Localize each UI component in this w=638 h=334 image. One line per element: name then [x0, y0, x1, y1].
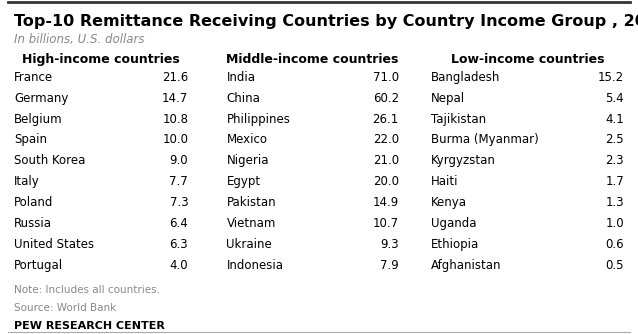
- Text: Source: World Bank: Source: World Bank: [14, 303, 116, 313]
- Text: High-income countries: High-income countries: [22, 53, 180, 66]
- Text: 1.7: 1.7: [605, 175, 624, 188]
- Text: Germany: Germany: [14, 92, 68, 105]
- Text: 7.3: 7.3: [170, 196, 188, 209]
- Text: 2.3: 2.3: [605, 154, 624, 167]
- Text: Kenya: Kenya: [431, 196, 466, 209]
- Text: Middle-income countries: Middle-income countries: [226, 53, 399, 66]
- Text: Mexico: Mexico: [226, 133, 267, 146]
- Text: Low-income countries: Low-income countries: [451, 53, 604, 66]
- Text: 21.6: 21.6: [162, 71, 188, 84]
- Text: South Korea: South Korea: [14, 154, 85, 167]
- Text: Pakistan: Pakistan: [226, 196, 276, 209]
- Text: Vietnam: Vietnam: [226, 217, 276, 230]
- Text: Ukraine: Ukraine: [226, 238, 272, 251]
- Text: 10.0: 10.0: [162, 133, 188, 146]
- Text: 0.5: 0.5: [605, 259, 624, 272]
- Text: Haiti: Haiti: [431, 175, 458, 188]
- Text: Bangladesh: Bangladesh: [431, 71, 500, 84]
- Text: Afghanistan: Afghanistan: [431, 259, 501, 272]
- Text: Belgium: Belgium: [14, 113, 63, 126]
- Text: Ethiopia: Ethiopia: [431, 238, 479, 251]
- Text: 10.8: 10.8: [162, 113, 188, 126]
- Text: 20.0: 20.0: [373, 175, 399, 188]
- Text: 26.1: 26.1: [373, 113, 399, 126]
- Text: 9.3: 9.3: [380, 238, 399, 251]
- Text: 4.0: 4.0: [170, 259, 188, 272]
- Text: India: India: [226, 71, 255, 84]
- Text: France: France: [14, 71, 53, 84]
- Text: In billions, U.S. dollars: In billions, U.S. dollars: [14, 33, 145, 46]
- Text: 60.2: 60.2: [373, 92, 399, 105]
- Text: 21.0: 21.0: [373, 154, 399, 167]
- Text: United States: United States: [14, 238, 94, 251]
- Text: Top-10 Remittance Receiving Countries by Country Income Group , 2013: Top-10 Remittance Receiving Countries by…: [14, 14, 638, 29]
- Text: Egypt: Egypt: [226, 175, 260, 188]
- Text: Note: Includes all countries.: Note: Includes all countries.: [14, 285, 160, 295]
- Text: 2.5: 2.5: [605, 133, 624, 146]
- Text: 1.3: 1.3: [605, 196, 624, 209]
- Text: Poland: Poland: [14, 196, 54, 209]
- Text: Italy: Italy: [14, 175, 40, 188]
- Text: Kyrgyzstan: Kyrgyzstan: [431, 154, 496, 167]
- Text: 1.0: 1.0: [605, 217, 624, 230]
- Text: 6.4: 6.4: [170, 217, 188, 230]
- Text: 14.9: 14.9: [373, 196, 399, 209]
- Text: Indonesia: Indonesia: [226, 259, 283, 272]
- Text: 7.7: 7.7: [170, 175, 188, 188]
- Text: Nigeria: Nigeria: [226, 154, 269, 167]
- Text: Nepal: Nepal: [431, 92, 464, 105]
- Text: Uganda: Uganda: [431, 217, 476, 230]
- Text: 9.0: 9.0: [170, 154, 188, 167]
- Text: 5.4: 5.4: [605, 92, 624, 105]
- Text: PEW RESEARCH CENTER: PEW RESEARCH CENTER: [14, 321, 165, 331]
- Text: 15.2: 15.2: [598, 71, 624, 84]
- Text: 14.7: 14.7: [162, 92, 188, 105]
- Text: 7.9: 7.9: [380, 259, 399, 272]
- Text: Burma (Myanmar): Burma (Myanmar): [431, 133, 538, 146]
- Text: Philippines: Philippines: [226, 113, 290, 126]
- Text: Spain: Spain: [14, 133, 47, 146]
- Text: Portugal: Portugal: [14, 259, 63, 272]
- Text: 0.6: 0.6: [605, 238, 624, 251]
- Text: Tajikistan: Tajikistan: [431, 113, 486, 126]
- Text: China: China: [226, 92, 260, 105]
- Text: 22.0: 22.0: [373, 133, 399, 146]
- Text: 10.7: 10.7: [373, 217, 399, 230]
- Text: 4.1: 4.1: [605, 113, 624, 126]
- Text: 6.3: 6.3: [170, 238, 188, 251]
- Text: 71.0: 71.0: [373, 71, 399, 84]
- Text: Russia: Russia: [14, 217, 52, 230]
